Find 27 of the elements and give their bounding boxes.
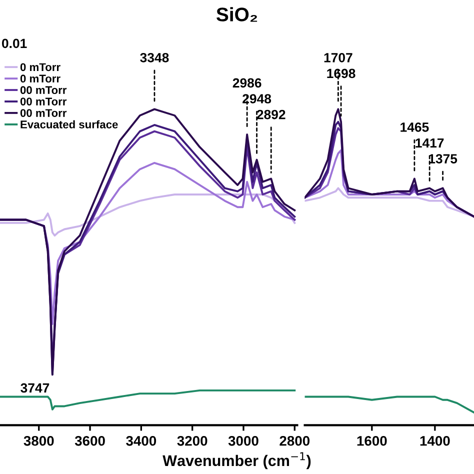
x-tick-label: 2800: [280, 436, 310, 446]
x-tick-label: 3200: [177, 436, 208, 446]
annotation: 1417: [416, 138, 444, 148]
x-tick-label: 1400: [420, 436, 450, 446]
legend-label: 00 mTorr: [20, 109, 67, 117]
x-tick-label: 3400: [126, 436, 156, 446]
x-tick-label: 3000: [228, 436, 258, 446]
text: 0.01: [2, 38, 27, 48]
x-tick-label: 3600: [74, 436, 105, 446]
chart-title: SiO₂: [216, 7, 258, 22]
annotation: 2986: [232, 78, 262, 88]
x-tick-label: 1600: [357, 436, 387, 446]
x-axis-title: Wavenumber (cm$^{−1}$): [162, 452, 311, 470]
x-tick-label: 3800: [24, 436, 54, 446]
annotation: 1465: [400, 122, 429, 132]
legend-label: 00 mTorr: [20, 86, 67, 94]
annotation: 3747: [20, 383, 50, 393]
legend-label: 0 mTorr: [20, 74, 60, 83]
annotation: 1707: [324, 52, 352, 62]
annotation: 2892: [256, 110, 286, 120]
annotation: 1375: [428, 154, 458, 164]
annotation: 3348: [140, 52, 169, 62]
annotation: 1698: [327, 68, 356, 78]
legend-label: Evacuated surface: [20, 120, 118, 128]
annotation: 2948: [242, 94, 272, 104]
legend-label: 00 mTorr: [20, 98, 67, 106]
legend-label: 0 mTorr: [20, 63, 60, 72]
